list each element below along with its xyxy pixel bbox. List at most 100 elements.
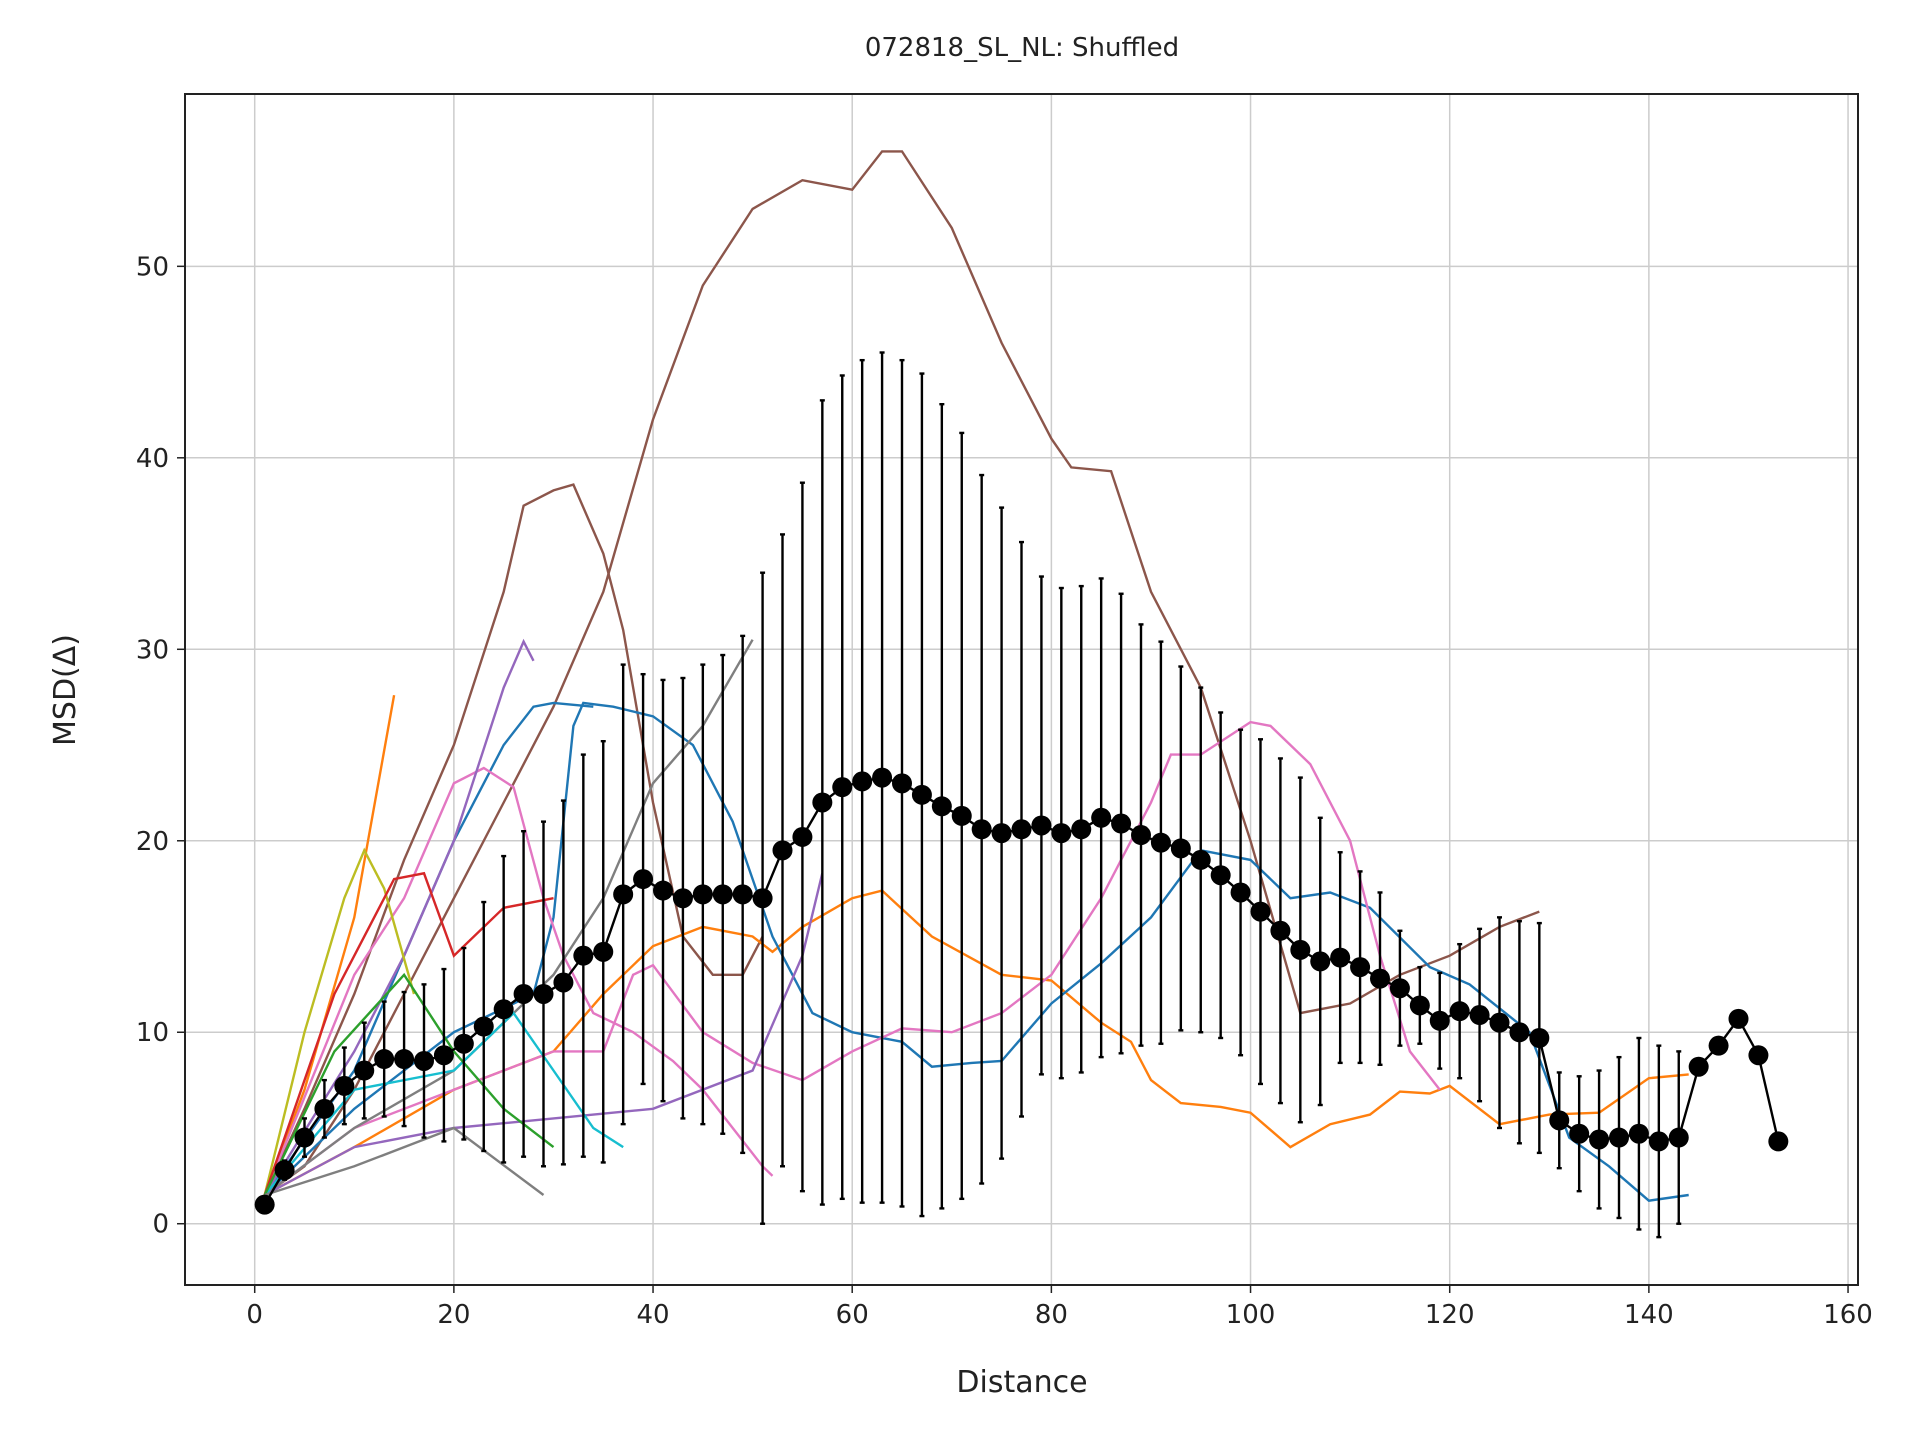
mean-point [354, 1060, 375, 1081]
mean-point [1768, 1131, 1789, 1152]
mean-point [553, 972, 574, 993]
mean-point [1449, 1001, 1470, 1022]
mean-point [533, 983, 554, 1004]
mean-point [1668, 1127, 1689, 1148]
mean-point [433, 1045, 454, 1066]
x-tick-label: 120 [1425, 1300, 1475, 1330]
mean-point [473, 1016, 494, 1037]
mean-point [951, 805, 972, 826]
y-tick-label: 30 [136, 635, 169, 665]
y-tick-label: 20 [136, 827, 169, 857]
mean-point [712, 884, 733, 905]
mean-point [1648, 1131, 1669, 1152]
chart-title: 072818_SL_NL: Shuffled [865, 33, 1179, 63]
mean-point [1011, 819, 1032, 840]
mean-point [672, 888, 693, 909]
mean-point [453, 1033, 474, 1054]
mean-point [1370, 968, 1390, 989]
mean-point [1230, 882, 1251, 903]
mean-point [1688, 1056, 1709, 1077]
mean-point [613, 884, 634, 905]
series-line [264, 889, 1689, 1197]
mean-point [1628, 1123, 1649, 1144]
y-tick-label: 0 [152, 1210, 169, 1240]
mean-point [1389, 978, 1410, 999]
mean-point [1270, 920, 1291, 941]
mean-point [1170, 838, 1191, 859]
mean-point [1210, 865, 1231, 886]
mean-point [1071, 819, 1092, 840]
series-line [263, 638, 535, 1196]
mean-point [852, 771, 873, 792]
mean-point [812, 792, 833, 813]
plot-frame [184, 93, 1859, 1286]
mean-point [1250, 901, 1271, 922]
mean-point [1748, 1045, 1769, 1066]
mean-point [1091, 807, 1112, 828]
mean-point [274, 1160, 295, 1181]
mean-point [254, 1194, 275, 1215]
mean-point [1350, 957, 1371, 978]
series-line [263, 694, 396, 1196]
mean-point [692, 884, 713, 905]
mean-point [892, 773, 912, 794]
mean-point [374, 1049, 395, 1070]
mean-point [314, 1098, 335, 1119]
series-line [263, 483, 764, 1196]
mean-point [573, 945, 594, 966]
mean-point [593, 941, 614, 962]
mean-point [493, 999, 514, 1020]
mean-point [872, 767, 893, 788]
series-line [263, 639, 754, 1196]
series-line [263, 150, 1540, 1196]
mean-point [1429, 1010, 1450, 1031]
mean-point [513, 983, 534, 1004]
mean-point [1529, 1027, 1550, 1048]
mean-point [911, 784, 932, 805]
x-tick-label: 0 [246, 1300, 263, 1330]
series-line [263, 847, 416, 1196]
x-axis-label: Distance [956, 1365, 1087, 1400]
y-tick-label: 50 [136, 252, 169, 282]
mean-point [1190, 849, 1211, 870]
mean-point [1509, 1022, 1530, 1043]
mean-point [1489, 1012, 1510, 1033]
mean-point [1031, 815, 1052, 836]
x-tick-label: 60 [836, 1300, 869, 1330]
mean-point [394, 1049, 415, 1070]
mean-point [1609, 1127, 1629, 1148]
series-line [263, 720, 1441, 1196]
x-tick-label: 160 [1823, 1300, 1873, 1330]
mean-point [414, 1050, 434, 1071]
mean-point [991, 823, 1012, 844]
series-line [263, 972, 555, 1196]
mean-point [1589, 1129, 1610, 1150]
mean-point [971, 819, 992, 840]
mean-point [732, 884, 753, 905]
mean-point [1569, 1123, 1590, 1144]
y-axis-label: MSD(Δ) [48, 634, 83, 746]
mean-point [772, 840, 793, 861]
mean-point [633, 869, 654, 890]
x-tick-label: 80 [1035, 1300, 1068, 1330]
mean-point [832, 777, 853, 798]
mean-point [294, 1127, 315, 1148]
x-tick-label: 40 [636, 1300, 669, 1330]
mean-point [752, 888, 773, 909]
mean-point [1150, 832, 1171, 853]
mean-point [1290, 939, 1311, 960]
mean-point [931, 796, 952, 817]
series-line [263, 1011, 624, 1196]
x-tick-label: 140 [1624, 1300, 1674, 1330]
y-tick-label: 10 [136, 1018, 169, 1048]
mean-point [1111, 813, 1132, 834]
mean-point [1330, 947, 1351, 968]
series-line [263, 701, 1689, 1202]
x-tick-label: 100 [1226, 1300, 1276, 1330]
y-tick-label: 40 [136, 444, 169, 474]
mean-point [1409, 995, 1430, 1016]
mean-point [1708, 1035, 1729, 1056]
series-line [264, 1126, 545, 1197]
